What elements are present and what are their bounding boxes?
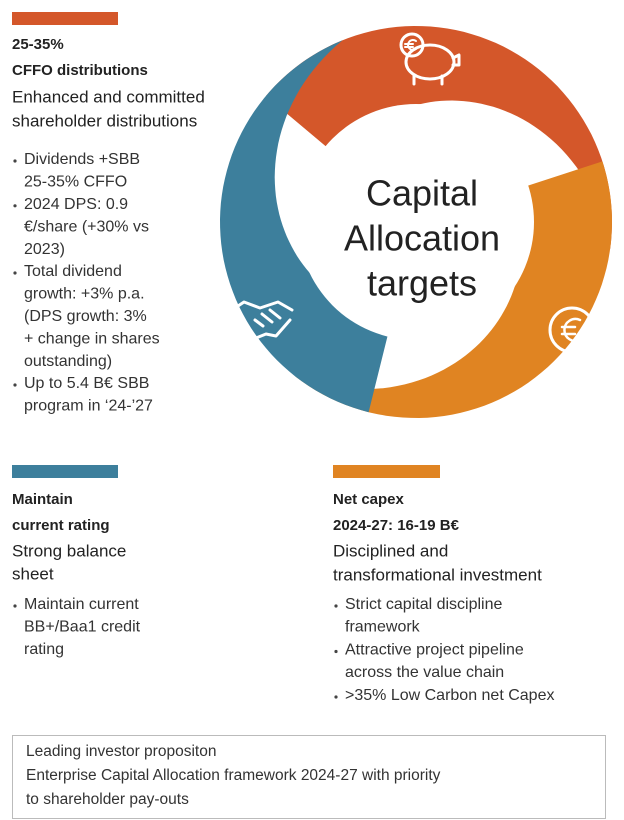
block-subtitle: sheet	[12, 564, 54, 583]
block-heading: CFFO distributions	[12, 62, 148, 79]
bullet-text: across the value chain	[345, 664, 504, 681]
bullet-text: Maintain current	[24, 596, 139, 613]
footer-text: Leading investor propositon	[26, 743, 216, 760]
block-heading: 2024-27: 16-19 B€	[333, 517, 460, 534]
bullet-marker	[334, 695, 338, 699]
icons	[230, 32, 596, 354]
bullet-text: €/share (+30% vs	[24, 218, 149, 235]
accent-bar	[333, 465, 440, 478]
wheel-segment	[220, 40, 392, 413]
bullet-marker	[13, 204, 17, 208]
center-title: targets	[367, 263, 477, 304]
center-title: Allocation	[344, 218, 500, 259]
euro-icon	[548, 306, 596, 354]
block-subtitle: Strong balance	[12, 541, 126, 560]
center-title: Capital	[366, 173, 478, 214]
block-subtitle: Disciplined and	[333, 541, 448, 560]
bullet-text: (DPS growth: 3%	[24, 308, 147, 325]
bullet-text: Total dividend	[24, 263, 122, 280]
allocation-wheel	[220, 26, 612, 418]
bullet-text: Strict capital discipline	[345, 596, 503, 613]
accent-bar	[12, 12, 118, 25]
bullet-text: BB+/Baa1 credit	[24, 619, 141, 636]
wheel-segment	[265, 26, 612, 250]
accent-bar	[12, 465, 118, 478]
bullet-text: 2023)	[24, 241, 65, 258]
bullet-text: Dividends +SBB	[24, 151, 140, 168]
bullet-text: + change in shares	[24, 330, 160, 347]
bullet-text: Attractive project pipeline	[345, 642, 524, 659]
piggy-bank-icon	[399, 32, 461, 86]
footer-text: Enterprise Capital Allocation framework …	[26, 767, 441, 784]
block-heading: 25-35%	[12, 36, 64, 53]
bullet-marker	[13, 604, 17, 608]
block-subtitle: shareholder distributions	[12, 111, 197, 130]
block-heading: Net capex	[333, 491, 405, 508]
bullet-text: >35% Low Carbon net Capex	[345, 687, 554, 704]
bullet-text: growth: +3% p.a.	[24, 286, 145, 303]
bullet-text: outstanding)	[24, 353, 112, 370]
block-subtitle: transformational investment	[333, 565, 542, 584]
bullet-marker	[13, 383, 17, 387]
bullet-text: Up to 5.4 B€ SBB	[24, 375, 149, 392]
bullet-text: 2024 DPS: 0.9	[24, 196, 128, 213]
bullet-marker	[334, 604, 338, 608]
block-subtitle: Enhanced and committed	[12, 87, 205, 106]
footer-box	[12, 735, 606, 819]
bullet-text: program in ‘24-’27	[24, 398, 153, 415]
bullet-text: rating	[24, 641, 64, 658]
bullet-text: framework	[345, 619, 421, 636]
block-heading: Maintain	[12, 491, 73, 508]
block-heading: current rating	[12, 517, 110, 534]
wheel-center	[298, 104, 534, 340]
bullet-text: 25-35% CFFO	[24, 174, 127, 191]
footer-text: to shareholder pay-outs	[26, 791, 189, 808]
bullet-marker	[334, 649, 338, 654]
bullet-marker	[13, 271, 17, 275]
handshake-icon	[230, 300, 294, 340]
bullet-marker	[13, 159, 17, 163]
